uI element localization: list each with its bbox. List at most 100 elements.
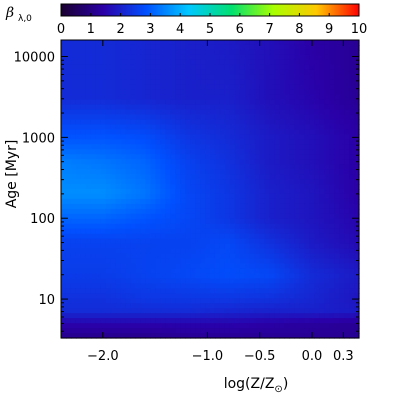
heatmap-cell [90,213,97,220]
heatmap-cell [224,40,231,46]
heatmap-cell [155,99,161,106]
heatmap-cell [304,184,310,190]
heatmap-cell [214,79,221,86]
heatmap-cell [254,159,261,165]
heatmap-cell [205,179,211,185]
heatmap-cell [160,124,166,130]
heatmap-cell [284,273,291,279]
heatmap-cell [145,44,151,51]
heatmap-cell [85,268,92,275]
heatmap-cell [299,99,305,106]
heatmap-cell [95,318,102,324]
heatmap-cell [344,268,350,275]
heatmap-cell [170,318,176,324]
heatmap-cell [259,40,266,46]
heatmap-cell [294,218,300,225]
heatmap-cell [294,248,300,255]
heatmap-cell [264,144,271,150]
heatmap-cell [259,159,266,165]
heatmap-cell [274,198,281,205]
heatmap-cell [165,333,171,339]
heatmap-cell [279,198,286,205]
heatmap-cell [234,99,241,106]
heatmap-cell [90,154,97,160]
heatmap-cell [205,283,211,289]
heatmap-cell [90,298,97,304]
heatmap-cell [160,40,166,46]
heatmap-cell [110,323,117,329]
heatmap-cell [75,203,82,210]
heatmap-cell [259,114,266,121]
heatmap-cell [244,159,251,165]
heatmap-cell [304,293,310,299]
heatmap-cell [90,124,97,130]
heatmap-cell [314,79,320,86]
heatmap-cell [334,208,340,215]
heatmap-cell [289,268,296,275]
heatmap-cell [205,164,211,170]
heatmap-cell [329,268,335,275]
heatmap-cell [284,258,291,265]
heatmap-cell [244,238,251,245]
heatmap-cell [329,129,335,135]
heatmap-cell [344,74,350,81]
heatmap-cell [160,164,166,170]
heatmap-cell [65,313,72,319]
heatmap-cell [214,69,221,76]
heatmap-cell [349,213,355,220]
heatmap-cell [259,169,266,175]
heatmap-cell [205,293,211,299]
heatmap-cell [319,144,325,150]
heatmap-cell [75,318,82,324]
heatmap-cell [294,308,300,314]
heatmap-cell [289,263,296,270]
heatmap-cell [210,323,216,329]
heatmap-cell [259,313,266,319]
heatmap-cell [234,218,241,225]
heatmap-cell [110,79,117,86]
heatmap-cell [349,74,355,81]
heatmap-cell [75,49,82,56]
heatmap-cell [264,89,271,96]
heatmap-cell [319,129,325,135]
heatmap-cell [269,84,276,91]
heatmap-cell [339,313,345,319]
heatmap-cell [205,99,211,106]
heatmap-cell [135,69,142,76]
heatmap-cell [65,99,72,106]
heatmap-cell [244,293,251,299]
heatmap-cell [165,278,171,284]
heatmap-cell [65,189,72,195]
heatmap-cell [309,318,315,324]
heatmap-cell [344,323,350,329]
heatmap-cell [190,164,196,170]
heatmap-cell [110,248,117,255]
heatmap-cell [205,94,211,101]
heatmap-cell [130,288,137,294]
heatmap-cell [160,64,166,71]
heatmap-cell [224,308,231,314]
heatmap-cell [200,119,206,126]
heatmap-cell [314,308,320,314]
heatmap-cell [130,124,137,130]
heatmap-cell [65,104,72,111]
heatmap-cell [244,298,251,304]
heatmap-cell [165,154,171,160]
heatmap-cell [165,228,171,235]
heatmap-cell [299,174,305,180]
heatmap-cell [339,253,345,260]
heatmap-cell [329,203,335,210]
heatmap-cell [309,129,315,135]
heatmap-cell [95,333,102,339]
heatmap-cell [324,154,330,160]
heatmap-cell [329,248,335,255]
heatmap-cell [264,49,271,56]
heatmap-cell [145,49,151,56]
heatmap-cell [244,328,251,334]
heatmap-cell [140,313,147,319]
heatmap-cell [279,253,286,260]
heatmap-cell [279,159,286,165]
heatmap-cell [314,243,320,250]
heatmap-cell [155,179,161,185]
heatmap-cell [304,139,310,145]
